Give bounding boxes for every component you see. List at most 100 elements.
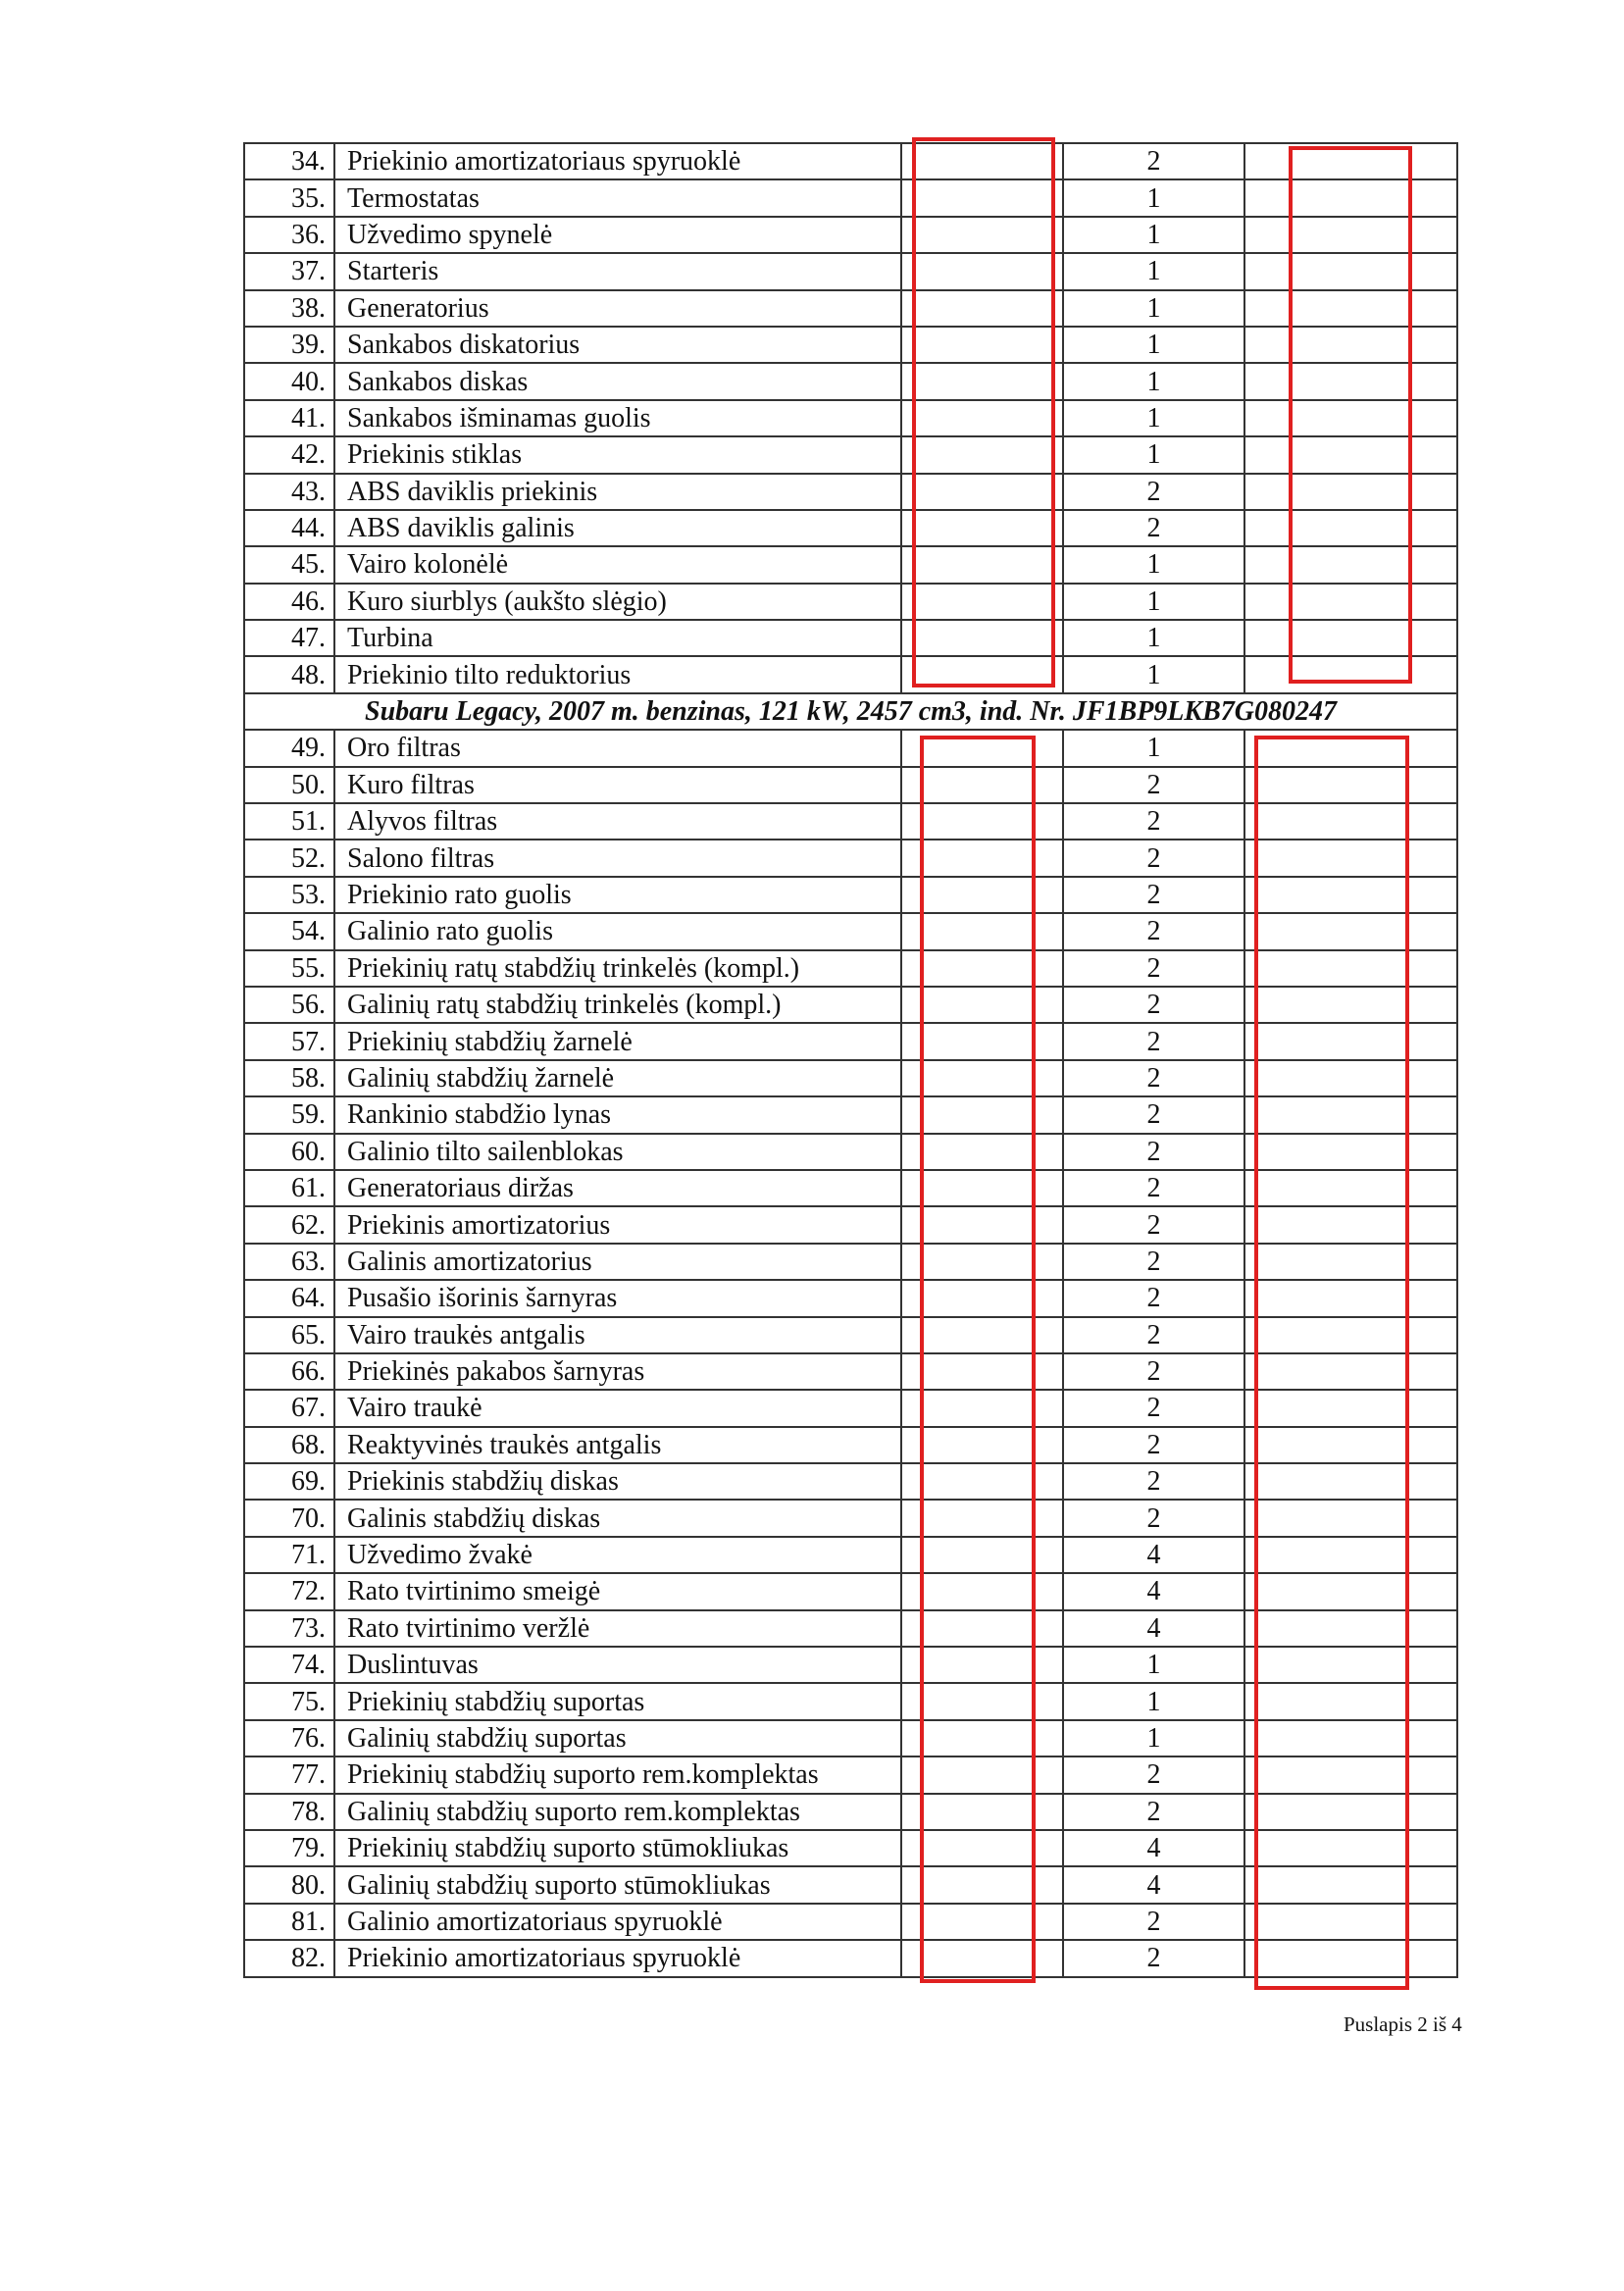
item-name: Priekinių stabdžių suportas — [333, 1682, 902, 1721]
blank-cell — [900, 729, 1064, 768]
blank-cell — [1243, 435, 1458, 475]
item-name: Galinių ratų stabdžių trinkelės (kompl.) — [333, 985, 902, 1025]
item-number: 77. — [243, 1756, 335, 1795]
item-name: Priekinės pakabos šarnyras — [333, 1351, 902, 1392]
item-quantity: 1 — [1062, 729, 1245, 768]
item-name: Vairo kolonėlė — [333, 545, 902, 585]
blank-cell — [900, 1389, 1064, 1428]
item-number: 46. — [243, 582, 335, 622]
item-name: Kuro filtras — [333, 765, 902, 805]
table-row: 55. Priekinių ratų stabdžių trinkelės (ko… — [243, 948, 1458, 988]
item-number: 65. — [243, 1315, 335, 1354]
blank-cell — [1243, 1865, 1458, 1905]
item-number: 81. — [243, 1902, 335, 1942]
item-number: 50. — [243, 765, 335, 805]
blank-cell — [900, 912, 1064, 951]
item-name: Reaktyvinės traukės antgalis — [333, 1425, 902, 1465]
table-row: 53. Priekinio rato guolis 2 — [243, 875, 1458, 915]
item-number: 80. — [243, 1865, 335, 1905]
item-quantity: 4 — [1062, 1572, 1245, 1611]
item-name: Galinių stabdžių suporto rem.komplektas — [333, 1792, 902, 1831]
item-number: 66. — [243, 1351, 335, 1392]
item-quantity: 1 — [1062, 288, 1245, 328]
item-quantity: 2 — [1062, 1389, 1245, 1428]
item-quantity: 1 — [1062, 1646, 1245, 1685]
blank-cell — [1243, 508, 1458, 548]
item-number: 37. — [243, 252, 335, 291]
item-quantity: 1 — [1062, 582, 1245, 622]
item-number: 73. — [243, 1608, 335, 1649]
item-quantity: 2 — [1062, 1095, 1245, 1135]
redaction-box — [1289, 146, 1412, 684]
blank-cell — [900, 508, 1064, 548]
item-quantity: 2 — [1062, 1792, 1245, 1831]
blank-cell — [1243, 619, 1458, 658]
blank-cell — [1243, 802, 1458, 841]
blank-cell — [900, 1168, 1064, 1208]
item-quantity: 1 — [1062, 252, 1245, 291]
blank-cell — [900, 1462, 1064, 1502]
item-number: 67. — [243, 1389, 335, 1428]
table-row: 48. Priekinio tilto reduktorius 1 — [243, 655, 1458, 694]
table-row: 49. Oro filtras 1 — [243, 729, 1458, 768]
item-quantity: 1 — [1062, 619, 1245, 658]
item-number: 62. — [243, 1205, 335, 1245]
blank-cell — [900, 435, 1064, 475]
table-row: 80. Galinių stabdžių suporto stūmokliukas… — [243, 1865, 1458, 1905]
blank-cell — [900, 1939, 1064, 1978]
item-name: Kuro siurblys (aukšto slėgio) — [333, 582, 902, 622]
blank-cell — [900, 985, 1064, 1025]
blank-cell — [1243, 729, 1458, 768]
item-number: 82. — [243, 1939, 335, 1978]
blank-cell — [900, 1535, 1064, 1575]
item-quantity: 2 — [1062, 141, 1245, 181]
table-row: 44. ABS daviklis galinis 2 — [243, 508, 1458, 548]
table-row: 69. Priekinis stabdžių diskas 2 — [243, 1462, 1458, 1502]
blank-cell — [900, 1351, 1064, 1392]
blank-cell — [900, 288, 1064, 328]
table-row: 43. ABS daviklis priekinis 2 — [243, 472, 1458, 511]
blank-cell — [1243, 655, 1458, 694]
item-number: 57. — [243, 1022, 335, 1061]
table-row: 47. Turbina 1 — [243, 619, 1458, 658]
item-quantity: 2 — [1062, 1902, 1245, 1942]
redaction-box — [920, 736, 1036, 1983]
blank-cell — [1243, 1242, 1458, 1282]
item-number: 39. — [243, 325, 335, 365]
item-name: Galinio tilto sailenblokas — [333, 1132, 902, 1171]
item-name: Priekinių stabdžių suporto stūmokliukas — [333, 1828, 902, 1868]
blank-cell — [1243, 1462, 1458, 1502]
blank-cell — [1243, 765, 1458, 805]
item-name: Priekinio amortizatoriaus spyruoklė — [333, 1939, 902, 1978]
item-quantity: 2 — [1062, 839, 1245, 878]
table-row: 51. Alyvos filtras 2 — [243, 802, 1458, 841]
item-number: 49. — [243, 729, 335, 768]
blank-cell — [1243, 1279, 1458, 1318]
table-row: 35. Termostatas 1 — [243, 178, 1458, 218]
blank-cell — [900, 1242, 1064, 1282]
table-row: 72. Rato tvirtinimo smeigė 4 — [243, 1572, 1458, 1611]
item-quantity: 2 — [1062, 912, 1245, 951]
table-row: 41. Sankabos išminamas guolis 1 — [243, 398, 1458, 438]
item-number: 45. — [243, 545, 335, 585]
blank-cell — [1243, 1939, 1458, 1978]
blank-cell — [900, 1902, 1064, 1942]
blank-cell — [1243, 325, 1458, 365]
item-quantity: 2 — [1062, 1939, 1245, 1978]
blank-cell — [1243, 252, 1458, 291]
item-name: Sankabos diskas — [333, 362, 902, 401]
blank-cell — [900, 1058, 1064, 1098]
item-name: Priekinių ratų stabdžių trinkelės (kompl… — [333, 948, 902, 988]
blank-cell — [1243, 1022, 1458, 1061]
blank-cell — [1243, 1535, 1458, 1575]
blank-cell — [900, 178, 1064, 218]
table-row: 54. Galinio rato guolis 2 — [243, 912, 1458, 951]
item-name: ABS daviklis priekinis — [333, 472, 902, 511]
item-name: Generatoriaus diržas — [333, 1168, 902, 1208]
item-quantity: 2 — [1062, 1499, 1245, 1538]
redaction-box — [1254, 736, 1409, 1990]
blank-cell — [1243, 839, 1458, 878]
item-quantity: 1 — [1062, 1718, 1245, 1758]
blank-cell — [1243, 1315, 1458, 1354]
blank-cell — [1243, 985, 1458, 1025]
